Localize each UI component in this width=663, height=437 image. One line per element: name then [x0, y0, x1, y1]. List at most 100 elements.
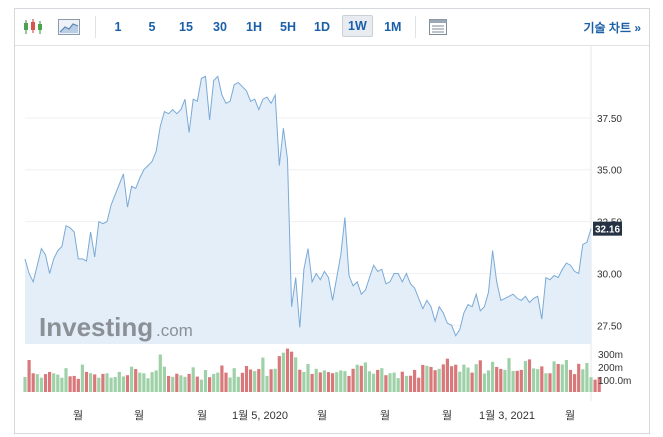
volume-bar [544, 373, 548, 392]
volume-bar [290, 351, 294, 392]
volume-bar [171, 376, 175, 392]
volume-bar [552, 361, 556, 392]
volume-bar [249, 369, 253, 392]
volume-bar [564, 360, 568, 392]
volume-bar [532, 368, 536, 392]
volume-bar [154, 370, 158, 392]
volume-bar [105, 373, 109, 392]
volume-bar [523, 361, 527, 392]
volume-bar [142, 373, 146, 392]
period-button-30[interactable]: 30 [213, 20, 227, 34]
volume-bar [384, 375, 388, 392]
table-icon[interactable] [424, 15, 452, 39]
x-axis-labels: 월 월 월 1월 5, 2020 월 월 월 1월 3, 2021 월 [73, 409, 575, 422]
volume-bar [48, 371, 52, 392]
x-tick-label: 월 [134, 409, 144, 422]
volume-bar [269, 369, 273, 392]
period-button-1[interactable]: 1 [114, 20, 122, 34]
volume-bar [331, 373, 335, 392]
period-button-1w[interactable]: 1W [342, 15, 373, 37]
chart-toolbar: 1 5 15 30 1H 5H 1D 1W 1M 기술 차트 » [15, 9, 649, 46]
volume-bar [450, 366, 454, 392]
volume-bar [31, 373, 35, 392]
volume-bar [183, 376, 187, 392]
volume-bar [89, 373, 93, 392]
volume-bar [138, 372, 142, 392]
volume-bar [577, 363, 581, 392]
volume-bar [482, 373, 486, 392]
volume-bar [146, 378, 150, 392]
volume-bar [536, 369, 540, 392]
volume-bar [277, 356, 281, 392]
volume-bar [540, 366, 544, 392]
volume-bar [232, 368, 236, 392]
volume-bar [359, 365, 363, 392]
volume-bar [380, 368, 384, 392]
volume-bar [392, 372, 396, 392]
volume-bar [212, 373, 216, 392]
x-tick-label: 월 [442, 409, 452, 422]
y-tick-label: 30.00 [597, 269, 622, 280]
x-tick-label: 월 [317, 409, 327, 422]
volume-bar [72, 375, 76, 392]
volume-bar [208, 377, 212, 392]
volume-bar [556, 364, 560, 392]
volume-bar [76, 378, 80, 392]
volume-bar [109, 377, 113, 392]
toolbar-divider [414, 16, 416, 38]
candlestick-icon[interactable] [15, 15, 51, 39]
volume-bar [281, 352, 285, 392]
volume-bar [56, 374, 60, 392]
volume-bar [302, 371, 306, 392]
volume-bar [318, 372, 322, 392]
toolbar-divider [95, 16, 96, 38]
price-area [25, 76, 591, 345]
period-button-1d[interactable]: 1D [314, 20, 330, 34]
volume-bar [548, 373, 552, 392]
volume-bar [355, 364, 359, 392]
volume-bar [507, 358, 511, 392]
volume-tick-label: 200m [598, 363, 623, 374]
technical-chart-link[interactable]: 기술 차트 » [583, 20, 641, 35]
volume-bar [23, 377, 27, 392]
volume-bar [158, 354, 162, 392]
volume-bar [433, 370, 437, 392]
volume-bar [150, 372, 154, 392]
period-button-5h[interactable]: 5H [280, 20, 296, 34]
y-tick-label: 27.50 [597, 321, 622, 332]
volume-bar [503, 369, 507, 392]
volume-bar [376, 369, 380, 392]
volume-bar [253, 371, 257, 392]
volume-bar [64, 368, 68, 392]
chart-widget: 1 5 15 30 1H 5H 1D 1W 1M 기술 차트 » Investing .com … [14, 8, 650, 434]
volume-bar [573, 374, 577, 392]
area-chart-icon[interactable] [51, 15, 87, 39]
volume-bar [117, 371, 121, 392]
period-button-1h[interactable]: 1H [246, 20, 262, 34]
volume-bar [314, 368, 318, 392]
volume-bar [265, 375, 269, 392]
volume-bar [60, 377, 64, 392]
chart-canvas: Investing .com 27.5030.0032.5035.0037.50… [23, 46, 631, 422]
volume-bar [466, 367, 470, 392]
volume-bar [527, 359, 532, 392]
y-tick-label: 37.50 [597, 114, 622, 125]
volume-axis-labels: 300m 200m 100.0m [598, 350, 631, 387]
period-button-1m[interactable]: 1M [384, 20, 402, 34]
volume-bar [560, 364, 564, 392]
x-tick-label: 1월 3, 2021 [479, 409, 535, 422]
volume-bar [113, 377, 117, 392]
x-tick-label: 월 [565, 409, 575, 422]
volume-bar [511, 371, 515, 392]
volume-bar [310, 373, 314, 392]
volume-tick-label: 300m [598, 350, 623, 361]
volume-bar [130, 366, 134, 392]
volume-bar [515, 370, 519, 392]
period-button-5[interactable]: 5 [148, 20, 156, 34]
volume-bar [458, 371, 462, 392]
period-button-15[interactable]: 15 [179, 20, 193, 34]
volume-bar [228, 377, 232, 392]
volume-bar [499, 368, 503, 392]
watermark-suffix: .com [156, 321, 193, 340]
volume-bar [203, 370, 208, 392]
